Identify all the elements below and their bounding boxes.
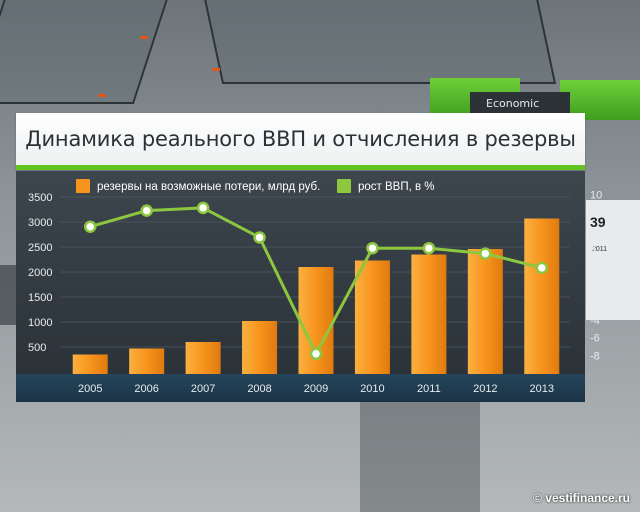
right-axis-tick-label: 8 — [590, 207, 596, 219]
legend-label-reserves: резервы на возможные потери, млрд руб. — [97, 181, 320, 193]
x-axis-band — [16, 374, 585, 402]
right-axis-tick-label: -4 — [590, 315, 600, 327]
bar-2013 — [524, 218, 560, 374]
x-axis-tick-label: 2009 — [304, 383, 328, 395]
x-axis-tick-label: 2011 — [417, 383, 441, 395]
left-axis-tick-label: 3500 — [28, 192, 52, 204]
left-axis-tick-label: 1500 — [28, 292, 52, 304]
right-axis-tick-label: 0 — [590, 279, 596, 291]
bar-2008 — [242, 321, 278, 374]
background-marker — [140, 36, 148, 39]
background-number: 39 — [590, 214, 606, 230]
x-axis: 2005 2006 2007 2008 2009 2010 2011 2012 2013 — [78, 383, 554, 395]
x-axis-tick-label: 2012 — [473, 383, 497, 395]
gdp-point-2012 — [479, 247, 492, 260]
x-axis-tick-label: 2007 — [191, 383, 215, 395]
bar-2007 — [185, 342, 221, 374]
gdp-point-2007 — [196, 201, 210, 215]
chart-title: Динамика реального ВВП и отчисления в ре… — [25, 127, 576, 151]
gdp-point-2009 — [309, 347, 323, 361]
background-label: Economic — [486, 97, 540, 110]
gdp-point-2005 — [83, 220, 97, 233]
background-dark-block — [360, 400, 480, 512]
right-axis-tick-label: -8 — [590, 351, 600, 363]
background-dark-block — [0, 265, 16, 325]
right-axis-tick-label: 10 — [590, 190, 602, 202]
gdp-point-2006 — [140, 204, 153, 217]
right-axis-tick-label: 6 — [590, 225, 596, 237]
right-axis: -8 -6 -4 -2 0 2 4 6 8 10 — [590, 190, 602, 363]
bar-layer — [72, 218, 560, 374]
right-axis-tick-label: -2 — [590, 297, 600, 309]
legend-label-gdp: рост ВВП, в % — [358, 181, 435, 193]
background-marker — [212, 68, 220, 71]
gdp-point-2011 — [422, 241, 436, 255]
gdp-point-2013 — [535, 261, 549, 275]
legend-swatch-reserves — [76, 179, 90, 193]
bar-2005 — [72, 354, 108, 374]
left-axis-tick-label: 3000 — [28, 217, 52, 229]
line-layer — [83, 201, 549, 361]
gdp-point-2010 — [366, 241, 379, 255]
bar-2006 — [129, 348, 165, 374]
left-axis-tick-label: 1000 — [28, 317, 52, 329]
legend: резервы на возможные потери, млрд руб. р… — [76, 179, 435, 193]
gdp-point-2008 — [253, 231, 266, 244]
bar-2012 — [467, 249, 503, 374]
right-axis-tick-label: -6 — [590, 333, 600, 345]
legend-swatch-gdp — [337, 179, 351, 193]
bar-2011 — [411, 254, 447, 374]
x-axis-tick-label: 2010 — [360, 383, 384, 395]
background-panel — [586, 200, 640, 320]
left-axis-tick-label: 2000 — [28, 267, 52, 279]
left-axis: 500 1000 1500 2000 2500 3000 3500 — [28, 192, 52, 354]
source-credit: © vestifinance.ru — [533, 491, 630, 505]
x-axis-tick-label: 2006 — [134, 383, 158, 395]
x-axis-tick-label: 2005 — [78, 383, 102, 395]
right-axis-tick-label: 2 — [590, 261, 596, 273]
left-axis-tick-label: 500 — [28, 342, 46, 354]
background-year: 2011 — [592, 246, 608, 253]
right-axis-tick-label: 4 — [590, 243, 596, 255]
x-axis-tick-label: 2013 — [530, 383, 554, 395]
title-banner: Динамика реального ВВП и отчисления в ре… — [16, 113, 585, 170]
background-marker — [98, 94, 106, 97]
bar-2010 — [354, 260, 390, 374]
x-axis-tick-label: 2008 — [247, 383, 271, 395]
left-axis-tick-label: 2500 — [28, 242, 52, 254]
